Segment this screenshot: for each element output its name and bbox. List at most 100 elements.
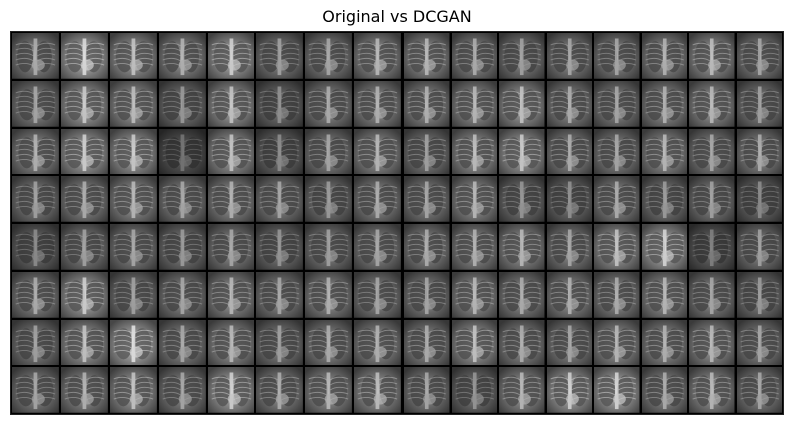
original-xray-tile bbox=[207, 33, 255, 79]
original-xray-tile bbox=[256, 271, 304, 318]
dcgan-xray-tile bbox=[689, 367, 735, 413]
dcgan-xray-tile bbox=[594, 224, 640, 270]
dcgan-xray-tile bbox=[641, 128, 687, 175]
dcgan-xray-tile bbox=[451, 33, 497, 79]
original-xray-tile bbox=[256, 80, 304, 127]
dcgan-xray-tile bbox=[404, 128, 450, 175]
original-xray-tile bbox=[305, 33, 353, 79]
original-xray-tile bbox=[207, 319, 255, 366]
dcgan-xray-tile bbox=[546, 224, 592, 270]
original-xray-tile bbox=[207, 176, 255, 222]
dcgan-xray-tile bbox=[689, 33, 735, 79]
original-xray-tile bbox=[354, 176, 401, 222]
original-xray-tile bbox=[12, 176, 59, 222]
original-xray-tile bbox=[256, 33, 304, 79]
dcgan-xray-tile bbox=[594, 271, 640, 318]
dcgan-xray-tile bbox=[499, 33, 545, 79]
dcgan-xray-tile bbox=[689, 319, 735, 366]
original-xray-tile bbox=[305, 128, 353, 175]
original-xray-tile bbox=[207, 128, 255, 175]
original-xray-tile bbox=[354, 319, 401, 366]
original-xray-tile bbox=[305, 367, 353, 413]
dcgan-xray-tile bbox=[594, 80, 640, 127]
dcgan-xray-tile bbox=[641, 367, 687, 413]
dcgan-xray-tile bbox=[641, 319, 687, 366]
original-xray-tile bbox=[207, 367, 255, 413]
original-xray-tile bbox=[305, 176, 353, 222]
dcgan-xray-tile bbox=[404, 319, 450, 366]
original-xray-tile bbox=[207, 271, 255, 318]
original-xray-tile bbox=[60, 176, 108, 222]
original-xray-tile bbox=[12, 319, 59, 366]
original-xray-tile bbox=[305, 319, 353, 366]
original-xray-tile bbox=[158, 367, 206, 413]
dcgan-xray-tile bbox=[546, 128, 592, 175]
original-xray-tile bbox=[109, 176, 157, 222]
original-xray-tile bbox=[109, 33, 157, 79]
dcgan-xray-tile bbox=[404, 367, 450, 413]
original-xray-tile bbox=[12, 33, 59, 79]
dcgan-xray-tile bbox=[499, 367, 545, 413]
dcgan-xray-tile bbox=[736, 33, 782, 79]
dcgan-xray-tile bbox=[451, 367, 497, 413]
dcgan-xray-tile bbox=[689, 224, 735, 270]
dcgan-xray-tile bbox=[689, 176, 735, 222]
dcgan-xray-tile bbox=[404, 176, 450, 222]
dcgan-xray-tile bbox=[499, 271, 545, 318]
original-xray-tile bbox=[256, 128, 304, 175]
original-xray-tile bbox=[305, 271, 353, 318]
dcgan-xray-tile bbox=[546, 176, 592, 222]
original-xray-tile bbox=[158, 271, 206, 318]
original-xray-tile bbox=[305, 224, 353, 270]
original-xray-tile bbox=[158, 176, 206, 222]
original-xray-tile bbox=[256, 176, 304, 222]
original-xray-tile bbox=[60, 80, 108, 127]
dcgan-xray-tile bbox=[451, 271, 497, 318]
dcgan-xray-tile bbox=[641, 271, 687, 318]
dcgan-xray-tile bbox=[499, 319, 545, 366]
dcgan-xray-tile bbox=[594, 33, 640, 79]
original-xray-tile bbox=[354, 271, 401, 318]
original-xray-tile bbox=[109, 319, 157, 366]
original-xray-tile bbox=[109, 128, 157, 175]
original-xray-tile bbox=[60, 128, 108, 175]
dcgan-xray-tile bbox=[499, 224, 545, 270]
original-xray-tile bbox=[109, 367, 157, 413]
dcgan-xray-tile bbox=[689, 128, 735, 175]
dcgan-xray-tile bbox=[546, 80, 592, 127]
dcgan-xray-tile bbox=[594, 176, 640, 222]
figure-title: Original vs DCGAN bbox=[322, 7, 472, 26]
original-xray-tile bbox=[158, 80, 206, 127]
dcgan-xray-tile bbox=[451, 224, 497, 270]
dcgan-xray-tile bbox=[736, 224, 782, 270]
dcgan-xray-grid bbox=[402, 31, 784, 415]
dcgan-xray-tile bbox=[499, 176, 545, 222]
dcgan-xray-tile bbox=[641, 33, 687, 79]
original-xray-tile bbox=[256, 367, 304, 413]
original-xray-tile bbox=[60, 319, 108, 366]
original-xray-tile bbox=[207, 80, 255, 127]
dcgan-xray-tile bbox=[546, 367, 592, 413]
dcgan-xray-tile bbox=[736, 271, 782, 318]
original-xray-tile bbox=[354, 33, 401, 79]
dcgan-xray-tile bbox=[594, 319, 640, 366]
original-xray-tile bbox=[158, 128, 206, 175]
dcgan-xray-tile bbox=[641, 176, 687, 222]
original-xray-tile bbox=[12, 224, 59, 270]
original-xray-tile bbox=[207, 224, 255, 270]
original-xray-grid bbox=[10, 31, 403, 415]
original-xray-tile bbox=[158, 224, 206, 270]
dcgan-xray-tile bbox=[736, 128, 782, 175]
dcgan-xray-tile bbox=[404, 224, 450, 270]
original-xray-tile bbox=[354, 224, 401, 270]
dcgan-xray-tile bbox=[499, 80, 545, 127]
original-xray-tile bbox=[158, 319, 206, 366]
original-xray-tile bbox=[60, 271, 108, 318]
dcgan-xray-tile bbox=[641, 80, 687, 127]
original-xray-tile bbox=[354, 80, 401, 127]
original-xray-tile bbox=[158, 33, 206, 79]
dcgan-xray-tile bbox=[404, 33, 450, 79]
original-xray-tile bbox=[109, 224, 157, 270]
dcgan-xray-tile bbox=[404, 271, 450, 318]
dcgan-xray-tile bbox=[641, 224, 687, 270]
